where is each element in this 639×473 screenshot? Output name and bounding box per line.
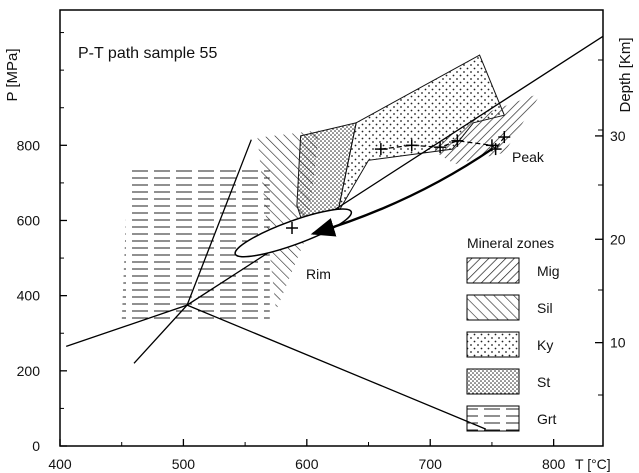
y-tick-label: 400	[17, 288, 41, 304]
y-tick-label: 600	[17, 212, 41, 228]
peak-point	[405, 139, 418, 152]
legend-swatch-sil	[466, 294, 520, 321]
mineral-zones	[121, 54, 542, 322]
peak-point	[489, 143, 502, 156]
y2-tick-label: 20	[610, 231, 626, 247]
x-tick-label: 400	[48, 456, 72, 472]
pt-path	[310, 136, 505, 237]
plot-border	[59, 9, 604, 447]
peak-label: Peak	[512, 149, 545, 165]
legend-swatch-mig	[466, 257, 520, 284]
reaction-line-3	[186, 304, 487, 430]
legend-swatch-st	[466, 368, 520, 395]
x-tick-label: 600	[295, 456, 319, 472]
y-tick-label: 0	[32, 438, 40, 454]
y2-axis-label: Depth [Km]	[617, 37, 634, 112]
peak-point	[498, 131, 511, 144]
y2-tick-label: 30	[610, 128, 626, 144]
zone-grt	[121, 169, 270, 322]
legend-label-ky: Ky	[537, 337, 553, 353]
peak-point	[434, 141, 447, 154]
y-tick-label: 200	[17, 363, 41, 379]
legend-swatch-ky	[466, 331, 520, 358]
legend-swatch-grt	[466, 405, 520, 432]
peak-point	[451, 134, 464, 147]
zone-sil	[257, 130, 320, 311]
x-tick-label: 700	[419, 456, 443, 472]
x-tick-label: 800	[542, 456, 566, 472]
axis-ticks: 400 500 600 700 800 0 200 400 600 800 10 20 30	[17, 32, 626, 472]
peak-point	[374, 143, 387, 156]
data-points	[286, 131, 511, 234]
legend-label-grt: Grt	[537, 411, 557, 427]
chart-title: P-T path sample 55	[78, 45, 217, 62]
rim-point	[286, 222, 299, 234]
y-tick-label: 800	[17, 137, 41, 153]
x-axis-label: T [°C]	[575, 456, 611, 472]
reaction-line-2	[133, 139, 252, 364]
y-axis-label: P [MPa]	[4, 48, 21, 101]
x-tick-label: 500	[172, 456, 196, 472]
legend-label-sil: Sil	[537, 300, 553, 316]
legend-label-mig: Mig	[537, 263, 560, 279]
retrograde-path-arrow	[310, 148, 493, 237]
plot-frame	[59, 9, 604, 447]
rim-label: Rim	[306, 266, 331, 282]
legend-title: Mineral zones	[467, 235, 554, 251]
legend: Mig Sil Ky St Grt	[466, 257, 560, 432]
legend-label-st: St	[537, 374, 550, 390]
y2-tick-label: 10	[610, 335, 626, 351]
